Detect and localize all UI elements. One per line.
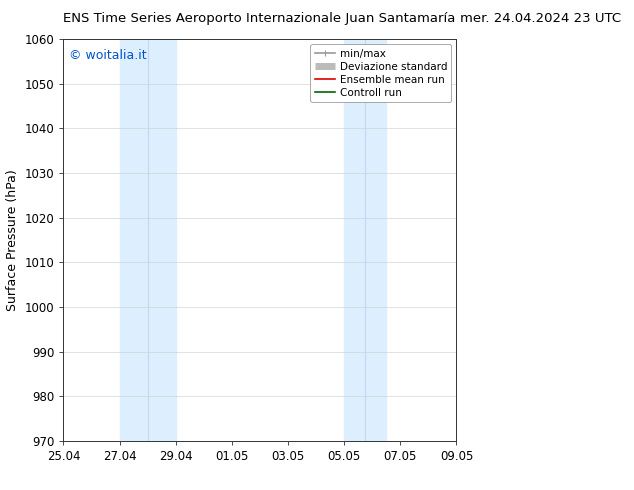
- Bar: [120, 39, 176, 441]
- Legend: min/max, Deviazione standard, Ensemble mean run, Controll run: min/max, Deviazione standard, Ensemble m…: [311, 45, 451, 102]
- Text: mer. 24.04.2024 23 UTC: mer. 24.04.2024 23 UTC: [460, 12, 621, 25]
- Text: © woitalia.it: © woitalia.it: [69, 49, 147, 62]
- Y-axis label: Surface Pressure (hPa): Surface Pressure (hPa): [6, 169, 19, 311]
- Text: ENS Time Series Aeroporto Internazionale Juan Santamaría: ENS Time Series Aeroporto Internazionale…: [63, 12, 456, 25]
- Bar: [344, 39, 386, 441]
